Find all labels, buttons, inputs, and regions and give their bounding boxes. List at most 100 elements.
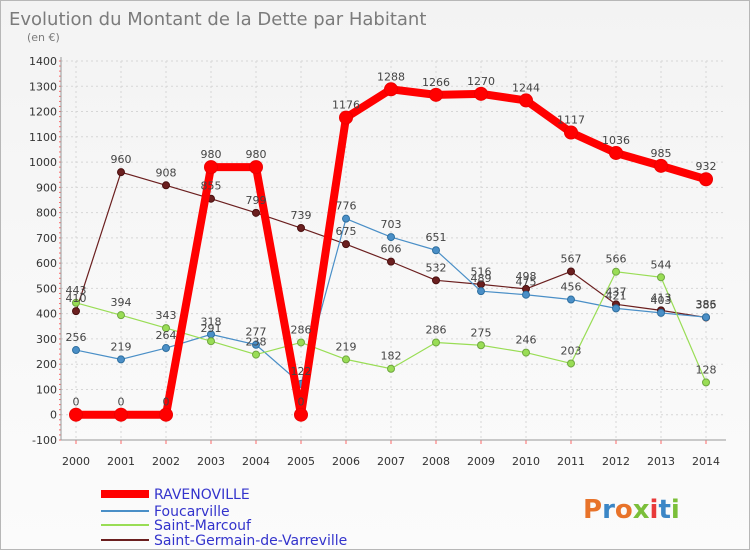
legend-label-ravenoville: RAVENOVILLE: [154, 487, 250, 503]
data-label-ravenoville: 0: [163, 396, 170, 409]
data-point-ravenoville: [519, 93, 533, 108]
data-label-saint-marcouf: 275: [471, 326, 492, 339]
x-tick-label: 2001: [107, 455, 135, 468]
data-point-saint-germain-de-varreville: [342, 240, 350, 249]
data-point-saint-marcouf: [657, 273, 665, 282]
data-point-saint-germain-de-varreville: [162, 181, 170, 190]
data-label-ravenoville: 980: [201, 148, 222, 161]
data-point-foucarville: [702, 313, 710, 322]
data-point-saint-marcouf: [702, 378, 710, 387]
data-point-ravenoville: [474, 86, 488, 101]
data-label-saint-germain-de-varreville: 385: [696, 298, 717, 311]
data-label-ravenoville: 0: [298, 396, 305, 409]
data-point-saint-marcouf: [117, 311, 125, 320]
data-point-ravenoville: [69, 407, 83, 422]
series-lines: [69, 82, 713, 422]
data-label-foucarville: 386: [696, 298, 717, 311]
y-tick-label: 1100: [29, 131, 57, 144]
data-label-ravenoville: 0: [118, 396, 125, 409]
legend-label-foucarville: Foucarville: [154, 504, 230, 520]
data-label-ravenoville: 1244: [512, 81, 540, 94]
data-label-ravenoville: 985: [651, 147, 672, 160]
data-label-saint-germain-de-varreville: 413: [651, 291, 672, 304]
data-point-ravenoville: [429, 87, 443, 102]
y-tick-label: 600: [36, 257, 57, 270]
data-label-saint-marcouf: 343: [156, 309, 177, 322]
data-label-foucarville: 264: [156, 329, 177, 342]
x-tick-label: 2006: [332, 455, 360, 468]
data-point-ravenoville: [294, 407, 308, 422]
data-point-foucarville: [252, 340, 260, 349]
x-tick-label: 2010: [512, 455, 540, 468]
data-point-ravenoville: [204, 160, 218, 175]
data-point-ravenoville: [159, 407, 173, 422]
y-tick-label: 500: [36, 282, 57, 295]
data-label-saint-germain-de-varreville: 960: [111, 153, 132, 166]
data-point-ravenoville: [699, 172, 713, 187]
data-label-saint-germain-de-varreville: 908: [156, 166, 177, 179]
data-point-saint-germain-de-varreville: [387, 257, 395, 266]
data-label-foucarville: 403: [651, 294, 672, 307]
data-label-saint-marcouf: 203: [561, 344, 582, 357]
data-label-foucarville: 456: [561, 281, 582, 294]
data-point-saint-marcouf: [252, 350, 260, 359]
data-label-ravenoville: 1266: [422, 76, 450, 89]
data-label-saint-marcouf: 238: [246, 336, 267, 349]
data-label-foucarville: 122: [291, 365, 312, 378]
data-label-saint-germain-de-varreville: 799: [246, 194, 267, 207]
data-label-ravenoville: 1270: [467, 75, 495, 88]
x-tick-label: 2007: [377, 455, 405, 468]
data-label-foucarville: 318: [201, 315, 222, 328]
data-label-saint-marcouf: 291: [201, 322, 222, 335]
data-point-saint-germain-de-varreville: [432, 276, 440, 285]
data-label-saint-germain-de-varreville: 675: [336, 225, 357, 238]
y-tick-label: 900: [36, 181, 57, 194]
y-tick-label: 1200: [29, 106, 57, 119]
data-label-saint-germain-de-varreville: 516: [471, 265, 492, 278]
data-label-saint-germain-de-varreville: 410: [66, 292, 87, 305]
data-point-saint-marcouf: [522, 348, 530, 357]
legend-label-saint-germain-de-varreville: Saint-Germain-de-Varreville: [154, 533, 347, 549]
x-tick-label: 2005: [287, 455, 315, 468]
data-point-ravenoville: [339, 110, 353, 125]
data-label-saint-germain-de-varreville: 606: [381, 243, 402, 256]
x-tick-label: 2003: [197, 455, 225, 468]
data-label-foucarville: 475: [516, 276, 537, 289]
data-label-ravenoville: 1176: [332, 99, 360, 112]
legend: RAVENOVILLEFoucarvilleSaint-MarcoufSaint…: [101, 487, 347, 549]
x-tick-label: 2011: [557, 455, 585, 468]
data-label-saint-germain-de-varreville: 739: [291, 209, 312, 222]
data-point-ravenoville: [249, 160, 263, 175]
data-label-saint-marcouf: 394: [111, 296, 132, 309]
data-label-saint-marcouf: 566: [606, 253, 627, 266]
data-point-saint-germain-de-varreville: [297, 224, 305, 233]
data-point-saint-marcouf: [612, 267, 620, 276]
data-point-foucarville: [432, 246, 440, 255]
data-label-foucarville: 277: [246, 326, 267, 339]
data-point-saint-marcouf: [567, 359, 575, 368]
data-label-foucarville: 651: [426, 231, 447, 244]
y-tick-label: 1400: [29, 55, 57, 68]
data-label-foucarville: 489: [471, 272, 492, 285]
proxiti-logo: Proxiti: [583, 495, 680, 525]
x-tick-label: 2000: [62, 455, 90, 468]
chart-unit: (en €): [27, 31, 60, 44]
data-label-ravenoville: 1288: [377, 70, 405, 83]
data-label-saint-marcouf: 443: [66, 284, 87, 297]
data-point-ravenoville: [564, 125, 578, 140]
data-label-ravenoville: 1036: [602, 134, 630, 147]
data-label-saint-germain-de-varreville: 532: [426, 261, 447, 274]
data-point-saint-marcouf: [477, 341, 485, 350]
x-tick-label: 2012: [602, 455, 630, 468]
x-tick-label: 2013: [647, 455, 675, 468]
y-tick-label: 300: [36, 333, 57, 346]
data-label-saint-marcouf: 286: [291, 323, 312, 336]
logo-text: Proxiti: [583, 495, 680, 525]
data-point-foucarville: [162, 344, 170, 353]
data-label-foucarville: 256: [66, 331, 87, 344]
data-point-foucarville: [477, 287, 485, 296]
data-point-saint-marcouf: [297, 338, 305, 347]
legend-label-saint-marcouf: Saint-Marcouf: [154, 518, 252, 534]
y-tick-label: 700: [36, 232, 57, 245]
